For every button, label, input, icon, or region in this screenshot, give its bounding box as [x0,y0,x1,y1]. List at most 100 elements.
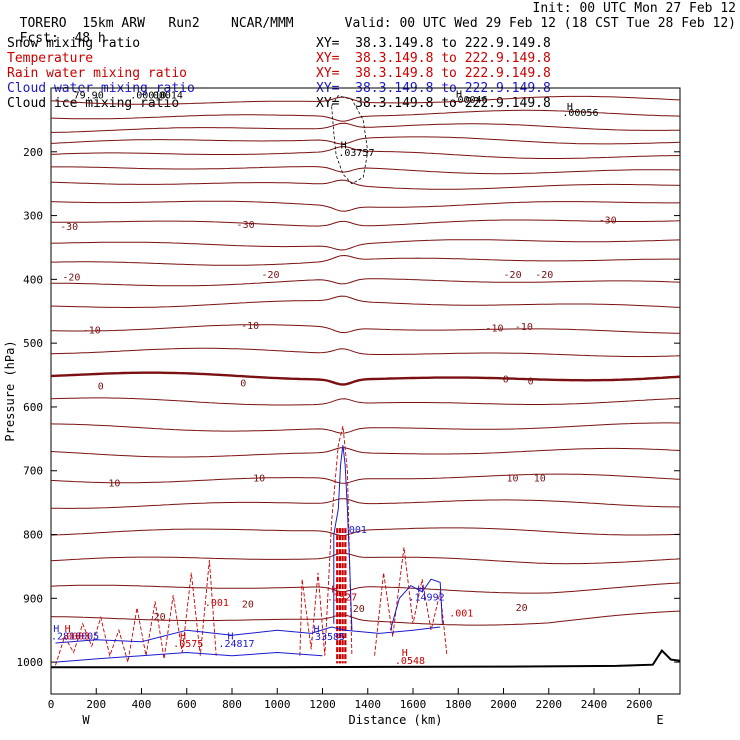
y-tick-label: 500 [23,337,43,350]
isotherm-label: 10 [253,473,265,484]
isotherm-line [50,146,681,159]
field-annotation: .00046 [451,95,487,106]
rain-contour [55,559,217,666]
header-line-2: Fcst: 48 h [4,16,106,46]
legend-item-name: Rain water mixing ratio [7,66,188,81]
field-annotation: .14992 [408,593,444,604]
cloud-water-contour [55,651,323,663]
isotherm-label: 0 [528,376,534,387]
annotations: H.03757H.00046H.00056H.14992H.1527.001H.… [51,89,598,666]
isotherm-line [51,122,681,133]
isotherm-label: 0 [98,382,104,393]
isotherm-label: 20 [242,600,254,611]
field-annotation: H [180,632,186,643]
x-tick-label: 400 [132,698,152,711]
field-annotation: H [53,624,59,635]
isotherm-line [50,422,680,434]
isotherm-label: -20 [62,272,80,283]
field-annotation: .03757 [338,148,374,159]
x-tick-label: 1000 [264,698,291,711]
x-tick-label: 1200 [309,698,336,711]
terrain-line [51,649,681,669]
cloud-water-contour [55,626,441,644]
isotherm-label: -10 [485,323,503,334]
field-annotation: .001 [205,598,229,609]
isotherm-line [50,136,681,145]
isotherm-line [50,552,681,565]
field-annotation: H [313,625,319,636]
field-annotation: H [567,102,573,113]
model-resolution: 15km ARW [82,16,145,31]
field-annotation: .001 [449,609,473,620]
rain-contour [299,425,353,656]
rain-contour [374,547,448,656]
field-annotation: .0548 [395,656,425,667]
field-annotation: .00056 [562,108,598,119]
east-endpoint-label: E [656,713,663,727]
rain-contours [55,425,448,666]
isotherm-label: -20 [535,270,553,281]
cloud-water-contour [389,578,443,631]
isotherm-label: 10 [108,478,120,489]
field-annotation: H [456,89,462,100]
y-tick-label: 600 [23,401,43,414]
legend-item-xy: XY= 38.3.149.8 to 222.9.149.8 [316,36,551,51]
isotherm-label: 20 [154,612,166,623]
field-annotation: H [227,632,233,643]
isotherm-line [51,166,680,175]
y-tick-label: 800 [23,529,43,542]
field-annotation: 79.90 [74,91,104,102]
legend-item-xy: XY= 38.3.149.8 to 222.9.149.8 [316,51,551,66]
x-tick-label: 0 [48,698,55,711]
isotherm-line [50,582,681,594]
isotherm-line [50,95,681,105]
x-tick-label: 200 [86,698,106,711]
temperature-contours [50,95,681,626]
y-tick-label: 200 [23,146,43,159]
plot-frame [50,87,681,695]
field-annotation: .24817 [218,639,254,650]
isotherm-label: 10 [507,473,519,484]
x-tick-label: 1800 [445,698,472,711]
field-annotation: H [332,584,338,595]
field-annotation: H [65,624,71,635]
model-name: TORERO [19,16,67,31]
x-tick-label: 1600 [400,698,427,711]
field-annotation: .33585 [309,632,345,643]
isotherm-label: 20 [516,603,528,614]
org-name: NCAR/MMM [231,16,294,31]
field-annotation: .00010 [130,91,166,102]
isotherm-label: -30 [237,220,255,231]
isotherm-line [50,179,681,190]
isotherm-label: -20 [261,270,279,281]
field-annotation: H [341,140,347,151]
y-tick-label: 300 [23,210,43,223]
isotherm-line [50,295,681,308]
snow-contours [331,95,369,185]
isotherm-label: 0 [240,378,246,389]
isotherm-line [50,371,681,386]
isotherm-line [50,447,681,458]
x-tick-label: 2600 [626,698,653,711]
field-annotation: 00014 [153,91,183,102]
y-tick-label: 700 [23,465,43,478]
x-tick-label: 2200 [536,698,563,711]
y-axis-label: Pressure (hPa) [3,340,17,441]
field-annotation: .0003 [60,632,90,643]
field-annotation: H [418,584,424,595]
y-tick-label: 400 [23,273,43,286]
isotherm-line [50,239,681,251]
isotherm-line [50,397,681,406]
isotherm-line [50,610,681,626]
init-time: Init: 00 UTC Mon 27 Feb 12 [532,1,737,16]
west-endpoint-label: W [82,713,90,727]
isotherm-label: 20 [353,604,365,615]
isotherm-line [50,109,681,122]
isotherm-line [50,527,681,537]
isotherm-line [51,278,681,287]
isotherm-label: -30 [60,222,78,233]
isotherm-line [50,347,681,358]
cloud-water-contours [55,445,443,663]
